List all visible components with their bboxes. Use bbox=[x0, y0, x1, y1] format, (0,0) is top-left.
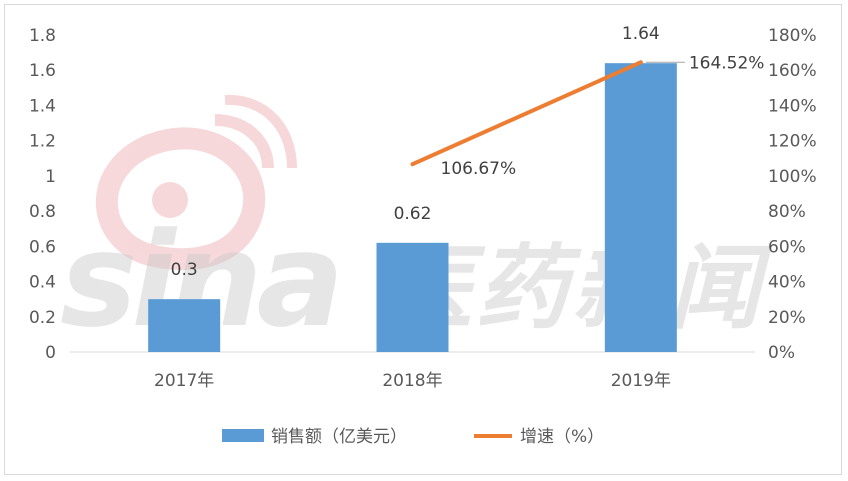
line-data-label: 106.67% bbox=[441, 159, 517, 179]
right-tick-label: 20% bbox=[768, 308, 806, 328]
legend-swatch-bar bbox=[222, 429, 264, 442]
left-tick-label: 1 bbox=[45, 167, 56, 187]
left-tick-label: 1.8 bbox=[29, 26, 56, 46]
left-tick-label: 1.2 bbox=[29, 132, 56, 152]
right-tick-label: 80% bbox=[768, 202, 806, 222]
right-tick-label: 0% bbox=[768, 343, 795, 363]
right-axis: 0% 20% 40% 60% 80% 100% 120% 140% 160% 180% bbox=[768, 26, 817, 363]
right-tick-label: 100% bbox=[768, 167, 817, 187]
left-tick-label: 0.6 bbox=[29, 237, 56, 257]
bar bbox=[376, 242, 449, 352]
chart-frame bbox=[4, 4, 842, 475]
right-tick-label: 120% bbox=[768, 132, 817, 152]
x-tick-label: 2018年 bbox=[382, 371, 442, 391]
bar-data-label: 1.64 bbox=[622, 24, 660, 44]
bar-data-label: 0.3 bbox=[171, 260, 198, 280]
x-tick-label: 2019年 bbox=[611, 371, 671, 391]
x-axis: 2017年 2018年 2019年 bbox=[154, 371, 671, 391]
right-tick-label: 140% bbox=[768, 96, 817, 116]
left-tick-label: 0.2 bbox=[29, 308, 56, 328]
bar-data-label: 0.62 bbox=[394, 204, 432, 224]
left-tick-label: 0.8 bbox=[29, 202, 56, 222]
left-tick-label: 1.6 bbox=[29, 61, 56, 81]
line-data-label: 164.52% bbox=[689, 53, 765, 73]
bar bbox=[604, 63, 677, 353]
legend-label-line: 增速（%） bbox=[520, 427, 604, 447]
sina-eye-logo bbox=[95, 94, 297, 271]
right-tick-label: 60% bbox=[768, 237, 806, 257]
growth-line bbox=[410, 60, 643, 167]
right-tick-label: 160% bbox=[768, 61, 817, 81]
left-tick-label: 0.4 bbox=[29, 273, 56, 293]
x-tick-label: 2017年 bbox=[154, 371, 214, 391]
left-tick-label: 0 bbox=[45, 343, 56, 363]
left-axis: 0 0.2 0.4 0.6 0.8 1 1.2 1.4 1.6 1.8 bbox=[29, 26, 56, 363]
legend: 销售额（亿美元） 增速（%） bbox=[222, 427, 604, 447]
right-tick-label: 180% bbox=[768, 26, 817, 46]
data-labels: 0.3 0.62 1.64 106.67% 164.52% bbox=[171, 24, 765, 280]
legend-label-bar: 销售额（亿美元） bbox=[271, 427, 407, 447]
right-tick-label: 40% bbox=[768, 273, 806, 293]
bar-series bbox=[148, 63, 677, 353]
line-series bbox=[410, 60, 643, 167]
bar bbox=[148, 299, 221, 352]
left-tick-label: 1.4 bbox=[29, 96, 56, 116]
